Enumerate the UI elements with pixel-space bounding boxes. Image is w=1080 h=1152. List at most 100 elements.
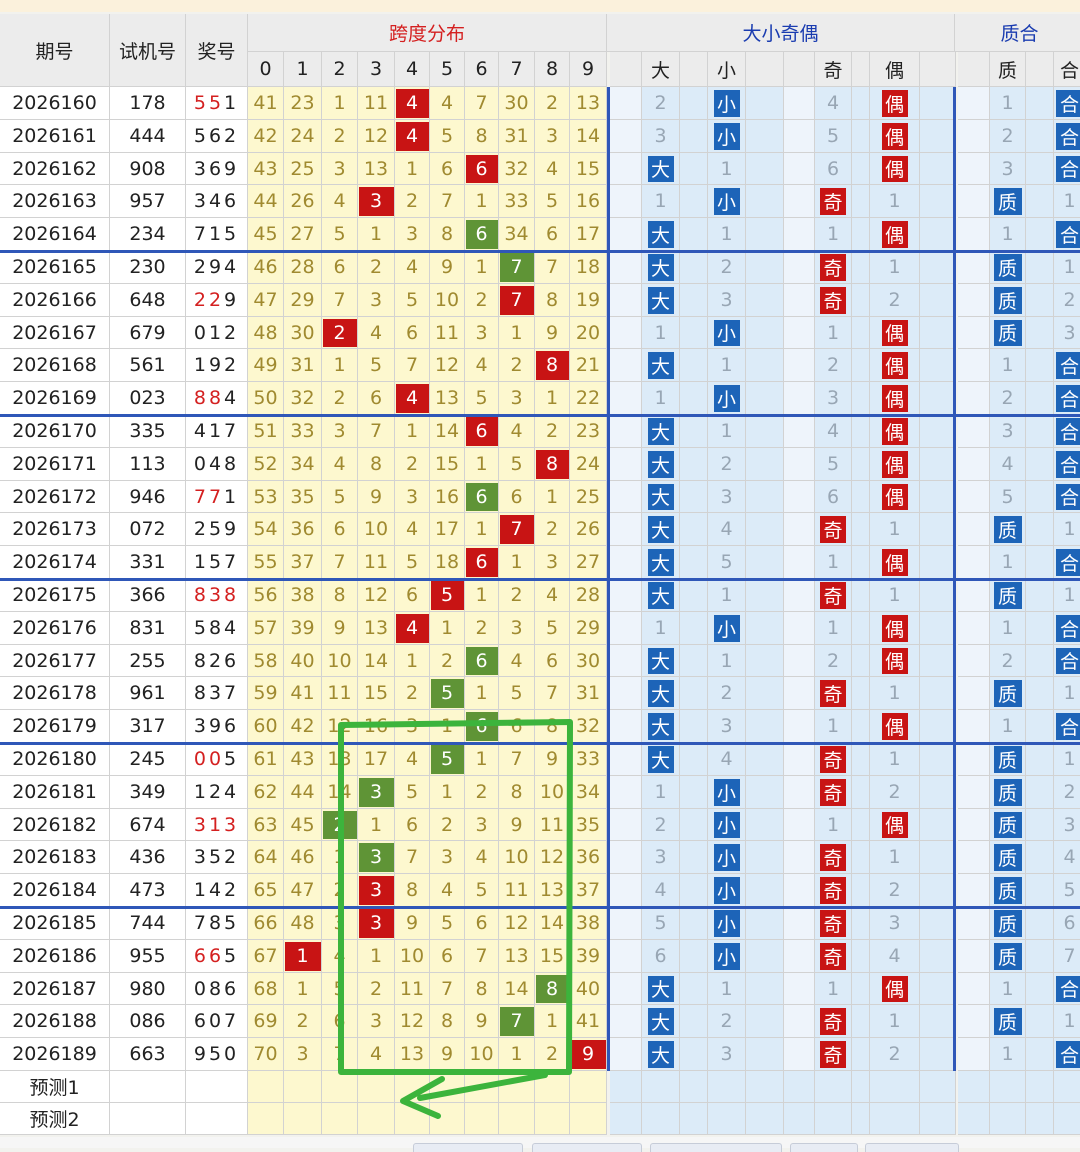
span-cell-0: 66: [248, 907, 284, 940]
small-marker: 小: [714, 90, 740, 117]
span-hit-marker: 8: [536, 351, 569, 380]
span-cell-0: 49: [248, 349, 284, 382]
odd-marker: 奇: [820, 287, 846, 314]
predict-dxjo-cell: [642, 1071, 680, 1103]
winning-digit: 5: [194, 125, 209, 147]
period-cell: 2026169: [0, 382, 110, 415]
dxjo-cell-4: [746, 710, 784, 743]
span-cell-3: 1: [358, 809, 395, 841]
prime-marker: 质: [994, 516, 1022, 543]
dxjo-cell-8: 偶: [870, 710, 920, 743]
span-cell-9: 27: [570, 546, 607, 579]
predict-win-cell: [186, 1071, 248, 1103]
predict-dxjo-cell: [870, 1071, 920, 1103]
span-cell-7: 31: [499, 120, 535, 153]
span-cell-2: 5: [322, 481, 358, 513]
predict-dxjo-cell: [815, 1071, 852, 1103]
dxjo-cell-2: [680, 349, 708, 382]
span-cell-9: 15: [570, 153, 607, 185]
test-number-cell: 744: [110, 907, 186, 940]
dxjo-cell-6: 奇: [815, 1038, 852, 1071]
span-hit-marker: 6: [466, 647, 498, 675]
dxjo-cell-2: [680, 841, 708, 874]
dxjo-cell-8: 3: [870, 907, 920, 940]
span-cell-0: 69: [248, 1005, 284, 1038]
dxjo-cell-6: 2: [815, 645, 852, 677]
span-cell-8: 6: [535, 218, 570, 251]
odd-marker: 奇: [820, 254, 846, 281]
span-cell-0: 56: [248, 579, 284, 612]
dxjo-cell-9: [920, 579, 956, 612]
prime-marker: 质: [994, 779, 1022, 806]
span-cell-4: 1: [395, 153, 430, 185]
big-marker: 大: [648, 976, 674, 1002]
span-cell-5: 14: [430, 415, 465, 448]
predict-dxjo-cell: [784, 1103, 815, 1135]
dxjo-cell-9: [920, 251, 956, 284]
span-cell-4: 6: [395, 579, 430, 612]
zhihe-cell-2: [1026, 612, 1054, 645]
dxjo-cell-6: 奇: [815, 940, 852, 973]
zhihe-cell-2: [1026, 251, 1054, 284]
test-number-cell: 317: [110, 710, 186, 743]
dxjo-cell-4: [746, 677, 784, 710]
span-cell-1: 38: [284, 579, 322, 612]
dxjo-cell-3: 小: [708, 185, 746, 218]
winning-digit: 3: [194, 715, 209, 737]
dxjo-cell-7: [852, 153, 870, 185]
span-cell-6: 5: [465, 874, 499, 907]
prime-marker: 质: [994, 746, 1022, 773]
span-cell-2: 3: [322, 907, 358, 940]
span-hit-marker: 3: [359, 778, 394, 807]
predict-span-cell: [322, 1103, 358, 1135]
span-cell-9: 24: [570, 448, 607, 481]
winning-digit: 8: [194, 682, 209, 704]
span-cell-2: 6: [322, 251, 358, 284]
span-cell-3: 1: [358, 940, 395, 973]
winning-digit: 1: [209, 223, 224, 245]
zhihe-cell-3: 合: [1054, 349, 1080, 382]
dxjo-cell-5: [784, 1005, 815, 1038]
dxjo-cell-5: [784, 579, 815, 612]
dxjo-cell-3: 1: [708, 415, 746, 448]
period-cell: 2026178: [0, 677, 110, 710]
dxjo-cell-6: 1: [815, 809, 852, 841]
span-cell-5: 6: [430, 940, 465, 973]
dxjo-cell-8: 1: [870, 677, 920, 710]
span-hit-marker: 9: [571, 1040, 606, 1069]
winning-digit: 5: [209, 92, 224, 114]
winning-digit: 4: [224, 781, 239, 803]
dxjo-cell-6: 1: [815, 973, 852, 1005]
dxjo-cell-4: [746, 579, 784, 612]
zhihe-cell-1: 质: [990, 284, 1026, 317]
test-number-cell: 561: [110, 349, 186, 382]
dxjo-cell-9: [920, 317, 956, 349]
winning-digit: 6: [194, 1010, 209, 1032]
dxjo-cell-0: [610, 907, 642, 940]
dxjo-cell-7: [852, 940, 870, 973]
span-cell-6: 4: [465, 349, 499, 382]
span-cell-1: 1: [284, 940, 322, 973]
span-cell-3: 9: [358, 481, 395, 513]
header-zhihe-2: [1026, 52, 1054, 87]
dxjo-cell-4: [746, 940, 784, 973]
dxjo-cell-7: [852, 382, 870, 415]
dxjo-cell-7: [852, 1005, 870, 1038]
dxjo-cell-9: [920, 153, 956, 185]
odd-marker: 奇: [820, 877, 846, 904]
dxjo-cell-7: [852, 284, 870, 317]
even-marker: 偶: [882, 713, 908, 740]
zhihe-cell-1: 质: [990, 185, 1026, 218]
span-cell-4: 7: [395, 349, 430, 382]
odd-marker: 奇: [820, 1041, 846, 1068]
span-cell-1: 1: [284, 973, 322, 1005]
span-cell-6: 6: [465, 481, 499, 513]
span-cell-5: 7: [430, 973, 465, 1005]
span-cell-6: 6: [465, 907, 499, 940]
test-number-cell: 366: [110, 579, 186, 612]
span-hit-marker: 4: [396, 384, 429, 413]
dxjo-cell-2: [680, 579, 708, 612]
zhihe-cell-1: 5: [990, 481, 1026, 513]
span-cell-0: 51: [248, 415, 284, 448]
